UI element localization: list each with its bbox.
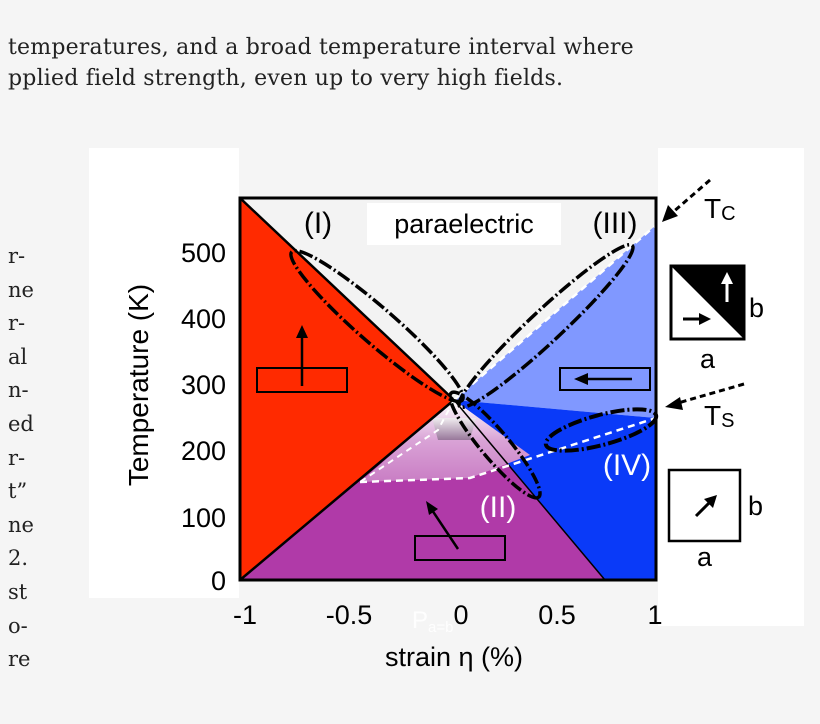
x-tick-label: 0 <box>453 600 468 630</box>
region-label-IV: (IV) <box>603 449 651 482</box>
text-fragment: t” <box>8 479 28 503</box>
overlay-p-label: Pa=b <box>412 607 453 636</box>
paraelectric-label-bg <box>367 203 561 245</box>
y-tick-label: 100 <box>181 503 226 533</box>
polarization-arrowhead-I <box>296 325 308 338</box>
text-fragment: ne <box>8 513 34 537</box>
region-core <box>432 418 476 440</box>
x-tick-label: -1 <box>233 600 257 630</box>
ellipse-region-I <box>289 248 465 404</box>
tc-main: T <box>704 193 721 224</box>
polarization-arrowhead-III <box>574 373 588 385</box>
polarization-arrow-II <box>428 506 460 550</box>
y-tick-label: 400 <box>181 304 226 334</box>
text-fragment: r- <box>8 244 26 268</box>
text-fragment: ed <box>8 412 34 436</box>
region-label-II: (II) <box>480 491 517 524</box>
inset-top-arrowhead-up <box>721 272 733 284</box>
polarization-box-III <box>559 367 651 391</box>
region-label-paraelectric: paraelectric <box>394 209 534 239</box>
y-tick-label: 300 <box>181 370 226 400</box>
tc-dashed-line <box>671 178 711 215</box>
boundary-dashed-core <box>359 399 455 483</box>
inset-bottom-label-b: b <box>748 491 763 521</box>
inset-bottom-arrowhead <box>704 495 717 508</box>
y-tick-label: 200 <box>181 436 226 466</box>
ellipse-region-III <box>457 242 635 410</box>
x-axis-label: strain η (%) <box>385 642 523 672</box>
boundary-I-paraelectric <box>239 197 455 401</box>
region-III <box>454 225 656 418</box>
y-axis-label: Temperature (K) <box>123 284 154 486</box>
region-II <box>240 400 605 580</box>
inset-top-label-b: b <box>749 293 764 323</box>
y-tick-label: 500 <box>181 238 226 268</box>
overlay-p-main: P <box>412 607 428 634</box>
text-fragment: n- <box>8 378 29 402</box>
tc-sub: C <box>721 203 735 225</box>
x-tick-label: 1 <box>647 600 662 630</box>
plot-frame <box>238 196 658 582</box>
tc-label: TC <box>704 193 736 225</box>
figure-panel-left <box>89 148 239 598</box>
text-fragment: al <box>8 345 28 369</box>
ts-arrowhead <box>665 397 683 410</box>
text-fragment: re <box>8 647 31 671</box>
overlay-p-sub: a=b <box>428 619 453 636</box>
y-tick-label: 0 <box>211 566 226 596</box>
boundary-I-II <box>239 399 455 581</box>
ellipse-region-IV <box>543 407 659 453</box>
region-paraelectric <box>240 198 656 400</box>
inset-top-label-a: a <box>700 344 716 374</box>
text-line-2: pplied field strength, even up to very h… <box>8 66 564 91</box>
polarization-arrowhead-II <box>426 501 438 515</box>
ellipse-region-II <box>448 390 542 500</box>
tc-arrowhead <box>662 205 678 222</box>
text-fragment: o- <box>8 614 28 638</box>
x-axis-tick-labels: -1 -0.5 0 0.5 1 <box>233 600 663 630</box>
text-fragment: st <box>8 580 28 604</box>
inset-top-arrowhead-right <box>699 313 711 325</box>
region-label-III: (III) <box>593 207 638 240</box>
ts-main: T <box>704 400 721 431</box>
region-II-upper <box>360 400 530 482</box>
text-fragment: ne <box>8 278 34 302</box>
boundary-II-IV <box>453 399 606 581</box>
x-tick-label: 0.5 <box>538 600 576 630</box>
text-fragment: 2. <box>8 546 29 570</box>
region-label-I: (I) <box>304 207 332 240</box>
x-tick-label: -0.5 <box>326 600 373 630</box>
ts-label: TS <box>704 400 734 432</box>
ts-sub: S <box>721 410 734 432</box>
inset-bottom-label-a: a <box>697 542 713 572</box>
boundary-dashed-lower <box>359 416 657 484</box>
polarization-box-II <box>414 535 506 561</box>
y-axis-tick-labels: 0 100 200 300 400 500 <box>181 238 226 596</box>
ts-dashed-line <box>677 382 745 405</box>
text-fragment: r- <box>8 311 26 335</box>
text-line-1: temperatures, and a broad temperature in… <box>8 35 634 60</box>
text-fragment: r- <box>8 446 26 470</box>
boundary-dashed-upper <box>453 224 657 401</box>
